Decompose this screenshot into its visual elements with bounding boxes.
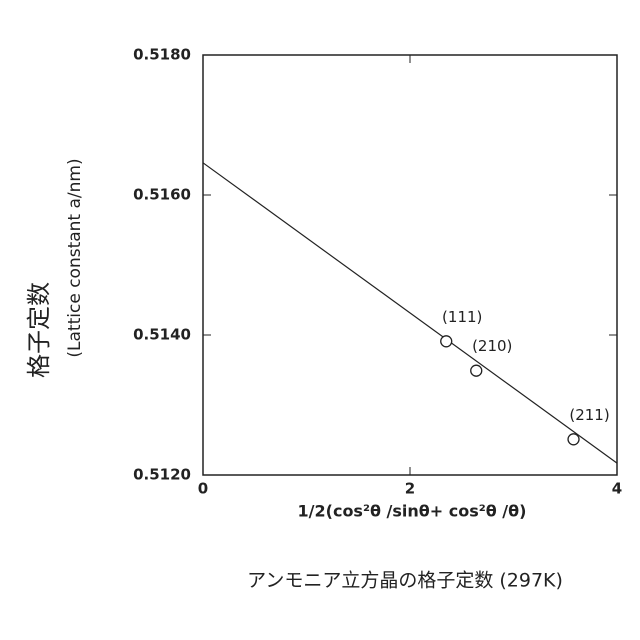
data-point — [471, 365, 482, 376]
x-tick-label: 2 — [405, 480, 415, 498]
chart: 格子定数 (Lattice constant a/nm) 1/2(cos²θ /… — [0, 0, 640, 640]
point-label: (211) — [569, 406, 609, 424]
x-tick-label: 4 — [612, 480, 622, 498]
x-tick-label: 0 — [198, 480, 208, 498]
y-label: 格子定数 — [25, 282, 53, 378]
point-label: (111) — [442, 308, 482, 326]
plot-frame — [203, 55, 617, 475]
y-tick-label: 0.5160 — [133, 186, 191, 204]
y-label-sub: (Lattice constant a/nm) — [65, 158, 85, 357]
point-label: (210) — [472, 337, 512, 355]
x-label: 1/2(cos²θ /sinθ+ cos²θ /θ) — [298, 502, 527, 521]
fit-line — [203, 163, 617, 463]
y-tick-label: 0.5140 — [133, 326, 191, 344]
caption: アンモニア立方晶の格子定数 (297K) — [247, 570, 563, 592]
y-tick-label: 0.5180 — [133, 46, 191, 64]
y-tick-label: 0.5120 — [133, 466, 191, 484]
data-point — [441, 336, 452, 347]
data-point — [568, 434, 579, 445]
